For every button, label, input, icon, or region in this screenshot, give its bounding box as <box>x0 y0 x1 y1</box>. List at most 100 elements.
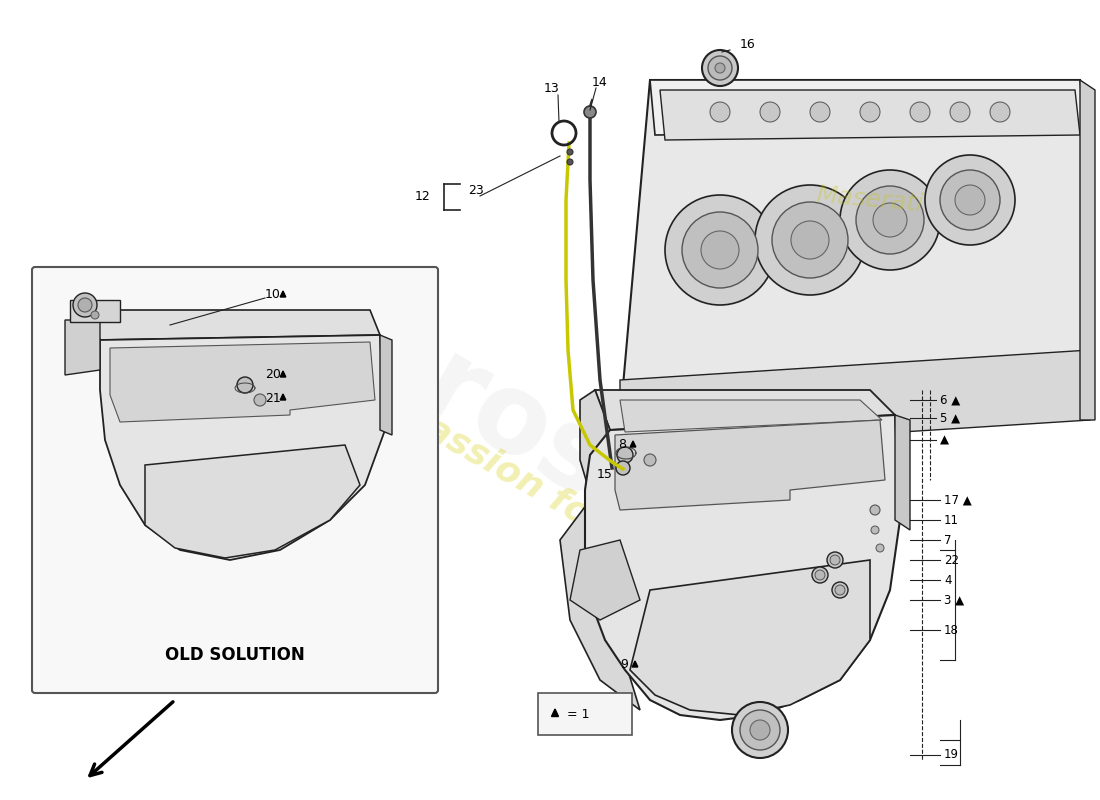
Circle shape <box>566 159 573 165</box>
Polygon shape <box>90 310 379 340</box>
Text: 21: 21 <box>265 391 280 405</box>
Circle shape <box>710 102 730 122</box>
Circle shape <box>91 311 99 319</box>
Polygon shape <box>110 342 375 422</box>
Polygon shape <box>280 394 286 400</box>
Circle shape <box>812 567 828 583</box>
Text: a passion for parts: a passion for parts <box>365 379 715 601</box>
Polygon shape <box>65 320 100 375</box>
Text: 12: 12 <box>415 190 430 203</box>
Circle shape <box>715 63 725 73</box>
Polygon shape <box>660 90 1080 140</box>
Polygon shape <box>630 560 870 715</box>
Circle shape <box>760 102 780 122</box>
Text: ▲: ▲ <box>940 434 949 446</box>
Circle shape <box>827 552 843 568</box>
Circle shape <box>835 585 845 595</box>
Circle shape <box>940 170 1000 230</box>
Circle shape <box>708 56 732 80</box>
Polygon shape <box>632 661 638 667</box>
Circle shape <box>732 702 788 758</box>
Polygon shape <box>280 371 286 377</box>
Circle shape <box>955 185 984 215</box>
Text: 19: 19 <box>944 749 959 762</box>
Circle shape <box>876 544 884 552</box>
Circle shape <box>990 102 1010 122</box>
Circle shape <box>740 710 780 750</box>
Circle shape <box>925 155 1015 245</box>
Text: 22: 22 <box>944 554 959 566</box>
Text: 20: 20 <box>265 369 280 382</box>
Polygon shape <box>620 350 1090 450</box>
FancyBboxPatch shape <box>538 693 632 735</box>
Polygon shape <box>145 445 360 558</box>
FancyBboxPatch shape <box>32 267 438 693</box>
Circle shape <box>791 221 829 259</box>
Circle shape <box>830 555 840 565</box>
Polygon shape <box>620 80 1090 420</box>
Text: 18: 18 <box>944 623 959 637</box>
Circle shape <box>617 447 632 463</box>
Circle shape <box>78 298 92 312</box>
Text: 4: 4 <box>944 574 952 586</box>
Text: 17 ▲: 17 ▲ <box>944 494 971 506</box>
Circle shape <box>750 720 770 740</box>
Circle shape <box>950 102 970 122</box>
Circle shape <box>682 212 758 288</box>
Circle shape <box>856 186 924 254</box>
Circle shape <box>236 377 253 393</box>
Text: 10: 10 <box>265 289 280 302</box>
Text: 3 ▲: 3 ▲ <box>944 594 964 606</box>
Circle shape <box>810 102 830 122</box>
Circle shape <box>840 170 940 270</box>
Text: 8: 8 <box>618 438 626 451</box>
Circle shape <box>871 526 879 534</box>
Circle shape <box>666 195 776 305</box>
Circle shape <box>873 203 908 237</box>
Circle shape <box>870 505 880 515</box>
Polygon shape <box>551 709 559 717</box>
Polygon shape <box>560 390 640 710</box>
Text: eurospar: eurospar <box>271 254 810 626</box>
Circle shape <box>702 50 738 86</box>
Polygon shape <box>570 540 640 620</box>
Text: 15: 15 <box>597 469 613 482</box>
Circle shape <box>616 461 630 475</box>
Circle shape <box>644 454 656 466</box>
Text: Maserati: Maserati <box>815 183 925 217</box>
Polygon shape <box>585 415 900 720</box>
Polygon shape <box>379 335 392 435</box>
Text: 11: 11 <box>944 514 959 526</box>
Polygon shape <box>630 441 636 447</box>
Text: = 1: = 1 <box>563 707 590 721</box>
Text: 5 ▲: 5 ▲ <box>940 411 960 425</box>
Circle shape <box>584 106 596 118</box>
Text: 14: 14 <box>592 75 608 89</box>
Polygon shape <box>280 291 286 297</box>
Circle shape <box>772 202 848 278</box>
Circle shape <box>832 582 848 598</box>
Polygon shape <box>650 80 1085 135</box>
Text: 23: 23 <box>468 185 484 198</box>
Circle shape <box>755 185 865 295</box>
Circle shape <box>701 231 739 269</box>
Circle shape <box>254 394 266 406</box>
Circle shape <box>910 102 930 122</box>
Circle shape <box>73 293 97 317</box>
Text: 9: 9 <box>620 658 628 671</box>
Circle shape <box>860 102 880 122</box>
Circle shape <box>566 149 573 155</box>
Polygon shape <box>1080 80 1094 420</box>
Text: 16: 16 <box>740 38 756 50</box>
Text: OLD SOLUTION: OLD SOLUTION <box>165 646 305 664</box>
Polygon shape <box>620 400 882 432</box>
Bar <box>70 300 120 322</box>
Text: 13: 13 <box>544 82 560 94</box>
Text: 6 ▲: 6 ▲ <box>940 394 960 406</box>
Polygon shape <box>615 420 886 510</box>
Polygon shape <box>895 415 910 530</box>
Polygon shape <box>595 390 895 430</box>
Polygon shape <box>100 335 385 560</box>
Circle shape <box>815 570 825 580</box>
Text: 7: 7 <box>944 534 952 546</box>
